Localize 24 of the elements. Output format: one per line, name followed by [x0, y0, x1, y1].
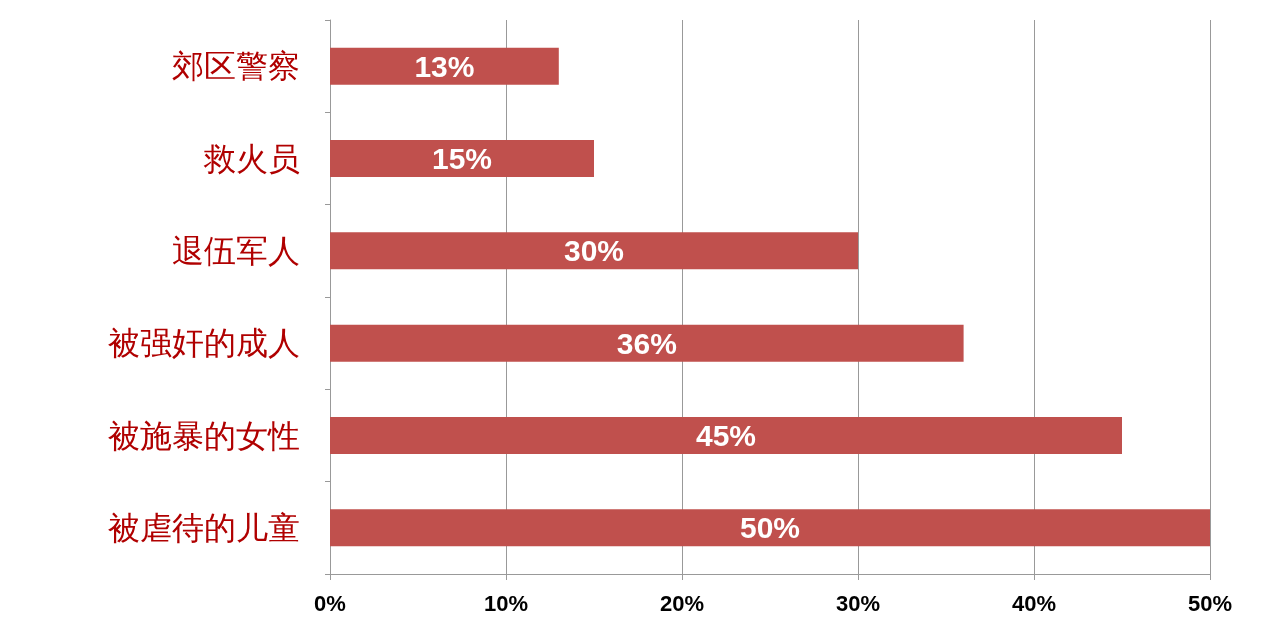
x-tick-label: 50% — [1187, 590, 1233, 616]
y-tick-label: 被强奸的成人 — [108, 324, 300, 363]
data-label: 15% — [431, 142, 493, 175]
y-tick-label: 郊区警察 — [172, 47, 300, 86]
data-label: 50% — [739, 511, 801, 545]
x-tick-label: 20% — [659, 590, 705, 616]
data-label: 36% — [616, 326, 677, 360]
bar — [330, 47, 559, 85]
bar — [330, 417, 1122, 454]
bar — [330, 509, 1210, 547]
y-tick-label: 救火员 — [203, 139, 300, 178]
bar — [330, 140, 594, 177]
x-tick-label: 40% — [1011, 590, 1057, 616]
bar — [330, 324, 964, 362]
x-tick-label: 30% — [835, 590, 881, 616]
x-tick-label: 0% — [314, 590, 346, 616]
data-label: 30% — [563, 234, 625, 268]
data-label: 13% — [414, 49, 475, 83]
x-tick-label: 10% — [483, 590, 529, 616]
y-tick-label: 被虐待的儿童 — [108, 508, 300, 547]
data-label: 45% — [695, 419, 757, 452]
y-tick-label: 退伍军人 — [172, 231, 300, 270]
y-tick-label: 被施暴的女性 — [108, 416, 300, 455]
bar — [330, 232, 858, 270]
